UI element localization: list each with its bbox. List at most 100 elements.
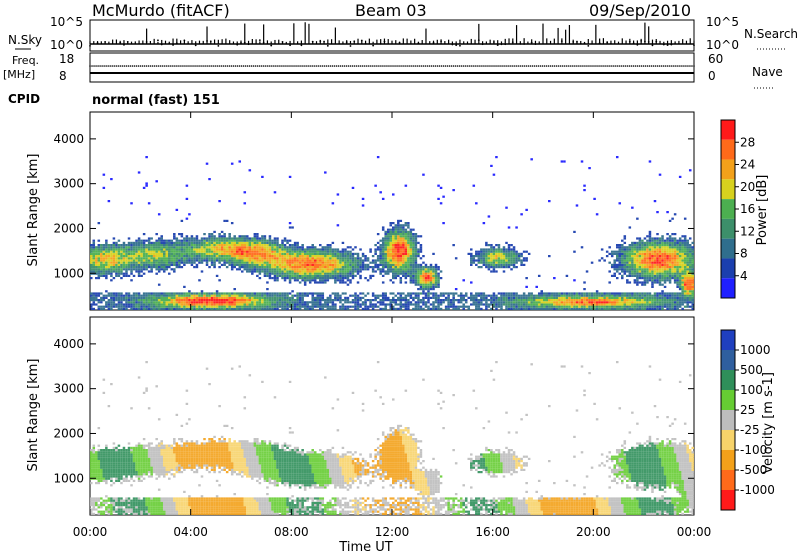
power-echo-cell bbox=[268, 263, 272, 266]
power-echo-cell bbox=[173, 248, 176, 251]
power-echo-cell bbox=[152, 307, 156, 310]
power-echo-cell bbox=[220, 244, 224, 247]
power-echo-cell bbox=[392, 296, 395, 299]
power-echo-cell bbox=[621, 277, 624, 280]
power-echo-cell bbox=[502, 270, 506, 273]
nave-dot bbox=[135, 65, 138, 67]
power-echo-cell bbox=[638, 257, 642, 260]
power-echo-cell bbox=[578, 296, 581, 299]
power-echo-cell bbox=[600, 303, 604, 306]
nave-dot bbox=[117, 65, 120, 67]
nave-dot bbox=[576, 65, 578, 67]
power-echo-cell bbox=[389, 248, 392, 251]
power-echo-cell bbox=[193, 266, 196, 269]
power-echo-cell bbox=[256, 261, 259, 264]
power-echo-cell bbox=[266, 292, 269, 295]
power-echo-cell bbox=[213, 301, 216, 304]
power-echo-cell bbox=[560, 296, 564, 299]
power-echo-cell bbox=[359, 263, 362, 266]
power-echo-cell bbox=[537, 303, 541, 306]
power-echo-cell bbox=[636, 294, 639, 297]
power-echo-cell bbox=[386, 237, 390, 240]
power-echo-cell bbox=[127, 246, 131, 249]
nave-dot bbox=[511, 65, 513, 67]
power-echo-cell bbox=[152, 252, 156, 255]
power-echo-cell bbox=[205, 248, 209, 251]
power-echo-cell bbox=[97, 244, 101, 247]
power-echo-cell bbox=[648, 257, 652, 260]
power-echo-cell bbox=[575, 294, 579, 297]
power-echo-cell bbox=[200, 257, 204, 260]
power-echo-cell bbox=[648, 299, 652, 302]
power-echo-cell bbox=[424, 305, 428, 308]
power-echo-cell bbox=[268, 294, 272, 297]
power-echo-cell bbox=[429, 296, 433, 299]
power-echo-cell bbox=[125, 261, 128, 264]
power-echo-cell bbox=[505, 255, 508, 258]
power-echo-cell bbox=[339, 296, 342, 299]
power-echo-cell bbox=[165, 252, 169, 255]
power-echo-cell bbox=[515, 294, 518, 297]
power-echo-cell bbox=[379, 268, 382, 271]
power-echo-cell bbox=[278, 263, 282, 266]
power-echo-cell bbox=[238, 248, 241, 251]
power-echo-cell bbox=[651, 270, 654, 273]
power-echo-cell bbox=[90, 263, 93, 266]
power-echo-cell bbox=[286, 270, 289, 273]
power-echo-cell bbox=[253, 237, 257, 240]
power-echo-cell bbox=[417, 294, 420, 297]
power-echo-cell bbox=[105, 272, 108, 275]
power-echo-cell bbox=[308, 255, 312, 258]
power-echo-cell bbox=[422, 281, 425, 284]
power-echo-cell bbox=[522, 257, 526, 260]
power-echo-cell bbox=[324, 270, 327, 273]
power-echo-cell bbox=[490, 261, 493, 264]
power-echo-cell bbox=[208, 255, 211, 258]
power-echo-cell bbox=[344, 248, 347, 251]
nave-dot bbox=[634, 65, 637, 67]
power-echo-cell bbox=[319, 252, 322, 255]
power-echo-cell bbox=[208, 305, 211, 308]
power-echo-cell bbox=[409, 296, 413, 299]
power-echo-cell bbox=[422, 279, 425, 282]
nave-dot bbox=[487, 65, 489, 67]
power-echo-cell bbox=[397, 241, 400, 244]
power-echo-cell bbox=[278, 259, 282, 262]
power-echo-cell bbox=[316, 261, 320, 264]
power-echo-cell bbox=[366, 259, 370, 262]
power-echo-cell bbox=[137, 259, 141, 262]
power-echo-cell bbox=[394, 241, 398, 244]
power-echo-cell bbox=[288, 255, 292, 258]
power-echo-cell bbox=[168, 301, 171, 304]
power-echo-cell bbox=[648, 160, 652, 163]
power-echo-cell bbox=[276, 299, 279, 302]
power-echo-cell bbox=[419, 274, 423, 277]
power-echo-cell bbox=[512, 255, 516, 258]
power-echo-cell bbox=[424, 296, 428, 299]
power-echo-cell bbox=[261, 307, 264, 310]
power-echo-cell bbox=[90, 303, 93, 306]
power-echo-cell bbox=[656, 274, 659, 277]
power-echo-cell bbox=[477, 252, 481, 255]
power-echo-cell bbox=[399, 224, 403, 227]
nave-dot bbox=[155, 65, 158, 67]
power-echo-cell bbox=[313, 292, 317, 295]
noise-dot bbox=[651, 44, 654, 47]
power-echo-cell bbox=[633, 292, 637, 295]
power-echo-cell bbox=[283, 248, 287, 251]
power-echo-cell bbox=[147, 257, 151, 260]
power-echo-cell bbox=[434, 274, 438, 277]
power-echo-cell bbox=[376, 294, 380, 297]
power-echo-cell bbox=[525, 303, 528, 306]
power-echo-cell bbox=[532, 301, 536, 304]
power-echo-cell bbox=[142, 241, 146, 244]
power-echo-cell bbox=[339, 301, 342, 304]
power-echo-cell bbox=[110, 301, 113, 304]
power-echo-cell bbox=[349, 279, 352, 282]
power-echo-cell bbox=[449, 305, 453, 308]
power-echo-cell bbox=[495, 307, 498, 310]
power-echo-cell bbox=[331, 305, 335, 308]
power-echo-cell bbox=[553, 292, 556, 295]
power-echo-cell bbox=[273, 250, 277, 253]
power-echo-cell bbox=[316, 281, 320, 284]
